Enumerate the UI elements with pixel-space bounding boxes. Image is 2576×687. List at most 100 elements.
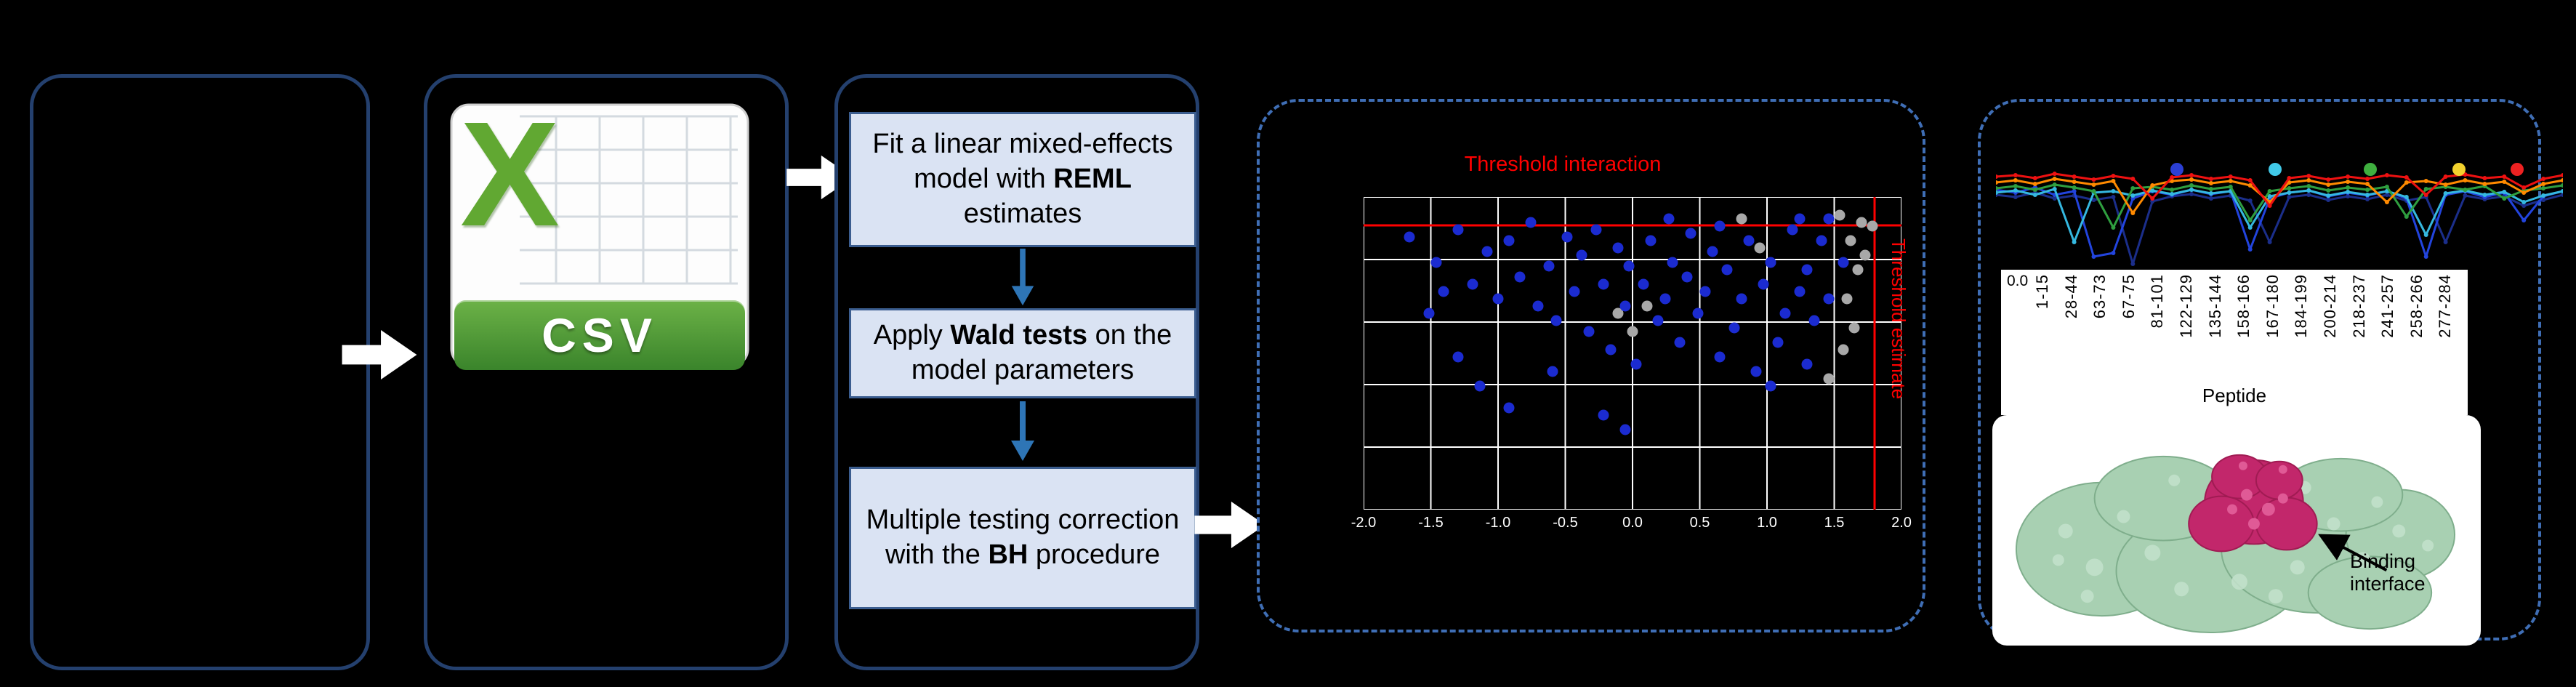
series-marker (2170, 192, 2175, 196)
scatter-point-blue (1467, 278, 1478, 290)
series-marker (2521, 204, 2527, 208)
series-marker (2208, 177, 2213, 181)
peptide-tick-label: 218-237 (2349, 274, 2368, 338)
series-marker (2013, 195, 2018, 199)
scatter-point-blue (1743, 235, 1755, 246)
series-marker (2521, 200, 2527, 204)
series-marker (2208, 181, 2213, 185)
scatter-point-blue (1728, 322, 1740, 334)
scatter-point-blue (1794, 213, 1806, 225)
series-marker (2208, 191, 2213, 196)
series-marker (2287, 176, 2292, 180)
series-marker (2541, 186, 2546, 190)
x-tick-label: -2.0 (1351, 515, 1377, 531)
series-marker (2326, 193, 2331, 198)
series-marker (2306, 184, 2311, 188)
scatter-point-gray (1859, 249, 1871, 261)
x-tick-label: -0.5 (1553, 515, 1578, 531)
series-marker (2306, 174, 2311, 178)
csv-file-icon: X CSV (447, 91, 752, 374)
series-marker (2326, 182, 2331, 187)
scatter-point-blue (1492, 293, 1504, 305)
series-marker (1996, 186, 1998, 190)
arrow-right-icon (342, 330, 417, 379)
panel-volcano-plot (1257, 99, 1925, 632)
series-marker (2013, 178, 2018, 182)
series-marker (2384, 193, 2389, 197)
series-marker (2111, 225, 2116, 230)
legend-dot (2170, 163, 2183, 176)
x-tick-label: 2.0 (1891, 515, 1912, 531)
series-marker (2502, 190, 2507, 194)
scatter-point-blue (1547, 366, 1558, 377)
scatter-point-gray (1612, 308, 1624, 319)
series-marker (2561, 173, 2563, 177)
series-marker (1996, 180, 1998, 185)
arrow-right-icon (1194, 501, 1265, 549)
series-marker (2423, 233, 2428, 237)
series-marker (2091, 182, 2096, 187)
series-marker (2482, 193, 2487, 197)
series-marker (2346, 194, 2351, 198)
scatter-point-blue (1736, 293, 1747, 305)
scatter-point-blue (1659, 293, 1671, 305)
legend-dot (2511, 163, 2524, 176)
volcano-scatter-plot (1364, 197, 1901, 510)
scatter-point-blue (1699, 286, 1711, 297)
protein-structure-image (2015, 454, 2456, 634)
scatter-point-blue (1452, 351, 1464, 363)
series-marker (2130, 262, 2136, 266)
series-marker (2365, 182, 2370, 186)
series-marker (2130, 211, 2136, 215)
series-marker (2463, 188, 2468, 192)
series-marker (2267, 189, 2272, 193)
series-marker (2130, 177, 2136, 181)
series-marker (2365, 193, 2370, 197)
series-marker (2384, 200, 2389, 204)
series-marker (1996, 174, 1998, 179)
series-marker (2482, 176, 2487, 180)
series-marker (2111, 195, 2116, 199)
series-marker (2306, 188, 2311, 193)
peptide-profile-chart (1996, 163, 2563, 266)
scatter-point-blue (1430, 257, 1442, 268)
series-marker (2247, 225, 2253, 230)
series-marker (2052, 177, 2057, 181)
series-marker (2130, 193, 2136, 198)
series-marker (2346, 174, 2351, 179)
series-marker (2032, 193, 2037, 197)
series-marker (2091, 177, 2096, 182)
series-marker (2247, 247, 2253, 252)
series-marker (2150, 196, 2155, 201)
series-marker (2189, 177, 2194, 182)
series-marker (2032, 182, 2037, 186)
scatter-point-blue (1652, 315, 1664, 326)
scatter-point-blue (1623, 260, 1635, 272)
threshold-estimate-label: Threshold estimate (1888, 238, 1909, 400)
x-tick-label: -1.0 (1485, 515, 1511, 531)
series-marker (2326, 198, 2331, 202)
x-tick-label: 0.0 (1622, 515, 1643, 531)
series-marker (2287, 195, 2292, 199)
series-marker (2052, 196, 2057, 201)
x-tick-label: 0.5 (1689, 515, 1710, 531)
scatter-point-blue (1685, 228, 1696, 239)
excel-x-letter: X (460, 91, 560, 257)
arrow-down-icon (1011, 249, 1034, 306)
flow-box-reml: Fit a linear mixed-effects model with RE… (849, 112, 1196, 247)
series-line-green (1996, 183, 2563, 229)
series-marker (2346, 185, 2351, 190)
scatter-point-blue (1514, 271, 1526, 283)
scatter-point-blue (1779, 308, 1791, 319)
flow-box-bh-text: Multiple testing correction with the BH … (866, 505, 1180, 570)
series-marker (2111, 179, 2116, 183)
scatter-point-gray (1834, 209, 1846, 221)
series-marker (2267, 240, 2272, 244)
scatter-point-gray (1867, 220, 1878, 232)
series-marker (2267, 204, 2272, 208)
series-marker (2404, 214, 2409, 219)
peptide-tick-label: 135-144 (2205, 274, 2224, 338)
series-marker (2247, 198, 2253, 203)
scatter-point-blue (1503, 402, 1515, 414)
series-marker (2423, 254, 2428, 259)
